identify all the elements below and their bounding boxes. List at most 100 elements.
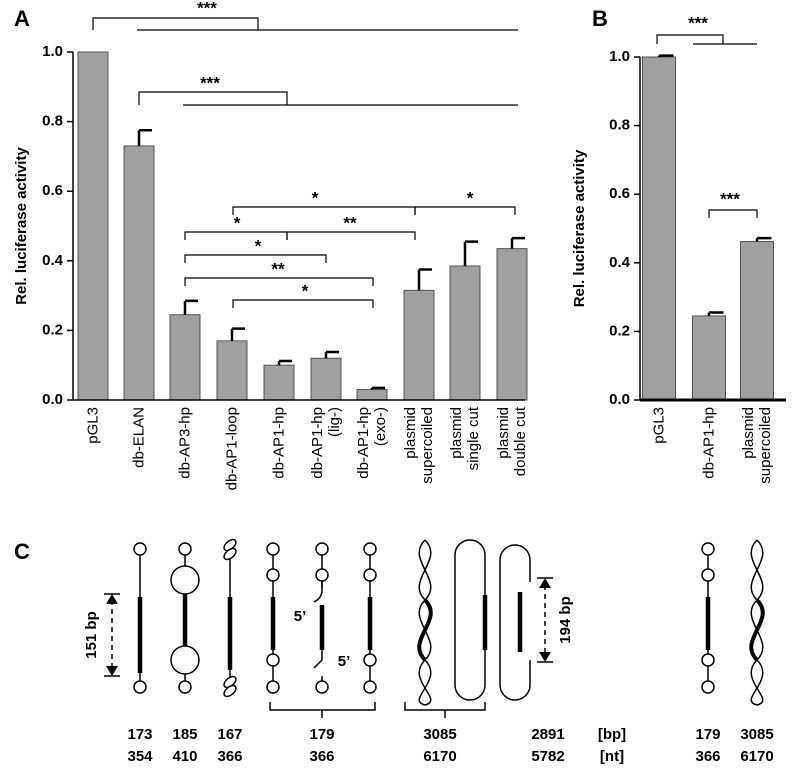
- constructs: [104, 538, 765, 718]
- x-tick-label: db-AP1-hp: [270, 407, 288, 479]
- bar: [642, 56, 676, 401]
- y-tick-label: 0.2: [609, 322, 630, 339]
- size-label: 179: [309, 726, 334, 743]
- size-label: 2891: [531, 726, 564, 743]
- size-label: 366: [309, 748, 334, 765]
- size-label: 6170: [740, 748, 773, 765]
- significance-label: ***: [197, 0, 217, 17]
- significance-label: ***: [200, 73, 220, 92]
- end-label: 5’: [338, 653, 351, 670]
- significance-label: *: [302, 281, 309, 300]
- y-axis-title: Rel. luciferase activity: [13, 147, 30, 305]
- error-bar: [463, 240, 478, 267]
- size-label: 3085: [423, 726, 456, 743]
- significance-bracket: [184, 277, 374, 286]
- bar: [356, 389, 388, 401]
- significance-bracket: [414, 206, 516, 215]
- size-label: 366: [217, 748, 242, 765]
- y-axis-title: Rel. luciferase activity: [571, 149, 588, 307]
- bar: [123, 145, 155, 401]
- size-label: 410: [172, 748, 197, 765]
- x-tick-label: plasmid double cut: [495, 407, 529, 477]
- significance-bracket: [232, 206, 416, 215]
- unit-label: [bp]: [598, 726, 626, 743]
- x-tick-label: pGL3: [84, 407, 102, 444]
- panel-label: A: [14, 6, 30, 31]
- error-bar: [230, 327, 245, 341]
- significance-bracket: [184, 254, 327, 263]
- significance-label: **: [271, 259, 285, 278]
- x-tick-label: db-AP1-hp: [700, 407, 718, 479]
- significance-label: **: [343, 213, 357, 232]
- significance-label: ***: [688, 13, 708, 32]
- x-tick-label: plasmid single cut: [448, 407, 482, 471]
- size-label: 354: [127, 748, 153, 765]
- bar: [77, 51, 109, 401]
- bar: [216, 340, 248, 401]
- bar: [692, 315, 726, 401]
- end-label: 5’: [294, 608, 307, 625]
- bar: [496, 248, 528, 401]
- significance-bracket: [138, 91, 518, 106]
- x-tick-label: db-AP3-hp: [176, 407, 194, 479]
- x-tick-label: pGL3: [650, 407, 668, 444]
- size-label: 366: [695, 748, 720, 765]
- error-bar: [417, 268, 432, 291]
- significance-bracket: [656, 34, 757, 45]
- size-label: 3085: [740, 726, 773, 743]
- significance-label: *: [467, 188, 474, 207]
- size-label: 6170: [423, 748, 456, 765]
- error-bar: [183, 299, 198, 315]
- x-tick-label: plasmid supercoiled: [402, 407, 436, 484]
- x-tick-label: plasmid supercoiled: [740, 407, 774, 484]
- y-tick-label: 0.6: [609, 185, 630, 202]
- size-label: 185: [172, 726, 197, 743]
- error-bar: [510, 236, 525, 249]
- significance-bracket: [92, 17, 518, 31]
- size-label: 173: [127, 726, 152, 743]
- length-label: 151 bp: [83, 611, 100, 659]
- bar: [310, 357, 342, 401]
- significance-label: *: [312, 188, 319, 207]
- y-tick-label: 0.4: [42, 252, 64, 269]
- bar: [263, 364, 295, 401]
- panel-label: B: [592, 6, 608, 31]
- error-bar: [657, 54, 674, 57]
- size-label: 5782: [531, 748, 564, 765]
- size-label: 167: [217, 726, 242, 743]
- y-tick-label: 0.0: [609, 391, 630, 408]
- bar: [403, 289, 435, 401]
- error-bar: [370, 386, 385, 390]
- error-bar: [277, 359, 292, 366]
- error-bar: [137, 129, 152, 146]
- y-tick-label: 0.6: [42, 182, 63, 199]
- size-label: 179: [695, 726, 720, 743]
- x-tick-label: db-AP1-loop: [223, 407, 241, 491]
- x-tick-label: db-AP1-hp (lig-): [309, 407, 343, 479]
- unit-label: [nt]: [600, 748, 624, 765]
- error-bar: [707, 311, 724, 316]
- bar: [169, 314, 201, 401]
- significance-bracket: [286, 231, 416, 240]
- y-tick-label: 0.2: [42, 321, 63, 338]
- x-tick-label: db-ELAN: [130, 407, 148, 468]
- length-label: 194 bp: [557, 596, 574, 644]
- y-tick-label: 0.4: [609, 254, 631, 271]
- x-tick-label: db-AP1-hp (exo-): [355, 407, 389, 479]
- y-tick-label: 0.8: [609, 117, 630, 134]
- significance-label: *: [234, 213, 241, 232]
- significance-bracket: [184, 231, 288, 240]
- y-tick-label: 1.0: [42, 43, 63, 60]
- y-tick-label: 0.0: [42, 391, 63, 408]
- bar: [449, 265, 481, 401]
- significance-bracket: [708, 209, 758, 218]
- significance-label: ***: [720, 189, 740, 208]
- panel-label: C: [14, 539, 30, 564]
- significance-label: *: [255, 236, 262, 255]
- y-tick-label: 1.0: [609, 48, 630, 65]
- error-bar: [324, 350, 339, 359]
- significance-bracket: [232, 299, 374, 308]
- y-tick-label: 0.8: [42, 113, 63, 130]
